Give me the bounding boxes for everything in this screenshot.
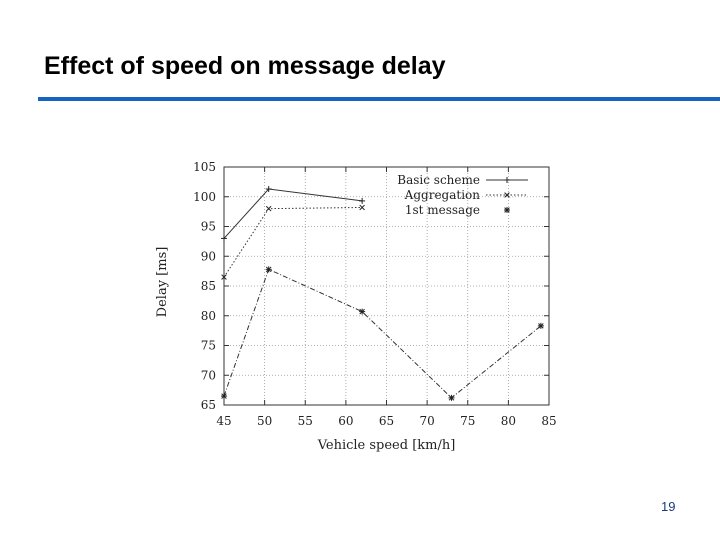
title-underline [38,97,720,101]
data-point [221,235,227,242]
page-number: 19 [661,499,676,514]
series-line-2 [223,206,363,278]
x-tick-label: 80 [501,414,516,428]
y-tick-label: 75 [201,339,216,353]
series-line-3 [223,268,542,399]
x-tick-label: 55 [298,414,313,428]
x-tick-label: 75 [460,414,475,428]
y-tick-label: 65 [201,398,216,412]
y-tick-label: 85 [201,279,216,293]
data-point [265,186,272,193]
x-tick-label: 85 [541,414,556,428]
series-group [221,186,544,401]
y-tick-label: 80 [201,309,216,323]
legend-label: 1st message [405,203,480,217]
data-point [359,197,366,204]
data-point [359,204,365,211]
data-point [537,322,544,329]
data-point [448,394,455,401]
data-point [265,266,272,273]
slide-title: Effect of speed on message delay [44,52,446,80]
data-point [221,274,227,280]
legend-label: Aggregation [404,188,481,202]
x-tick-label: 60 [338,414,353,428]
data-point [265,205,272,212]
data-point [359,308,366,315]
x-tick-label: 50 [257,414,272,428]
x-tick-label: 65 [379,414,394,428]
data-point [221,393,227,400]
legend-label: Basic scheme [397,173,480,187]
y-tick-label: 90 [201,249,216,263]
x-tick-label: 45 [216,414,231,428]
chart-grid [223,166,550,406]
y-axis-label: Delay [ms] [155,247,170,318]
data-point [504,192,510,198]
data-point [504,177,510,183]
y-tick-label: 95 [201,220,216,234]
axis-ticks: 45 50 55 60 65 70 75 80 85 65 70 75 80 85 90 95 100 105 [193,160,557,428]
y-tick-label: 105 [193,160,216,174]
x-tick-label: 70 [419,414,434,428]
y-tick-label: 100 [193,190,216,204]
data-point [504,207,510,213]
x-axis-label: Vehicle speed [km/h] [317,438,456,453]
y-tick-label: 70 [201,368,216,382]
